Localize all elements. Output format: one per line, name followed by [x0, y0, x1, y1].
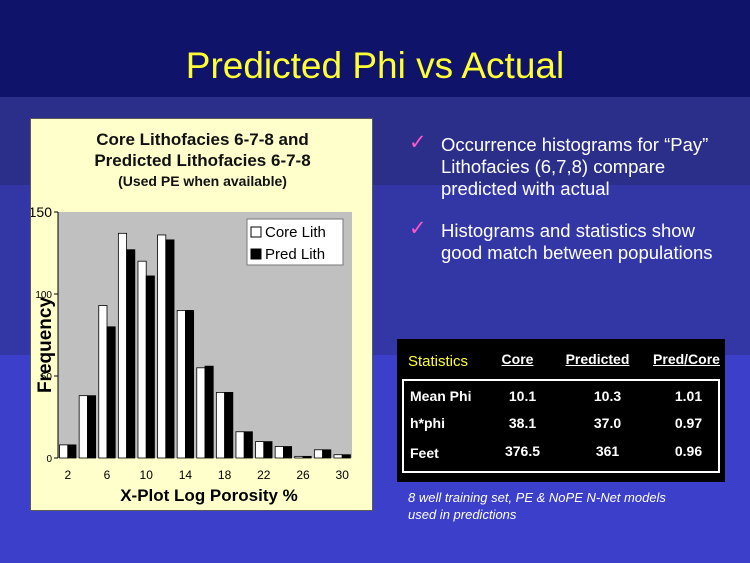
cell-predicted: 37.0: [593, 415, 622, 431]
bg-band-top: [0, 0, 750, 97]
bar-core-lith: [294, 455, 304, 459]
bar-core-lith: [215, 391, 225, 459]
column-header-ratio: Pred/Core: [653, 351, 720, 367]
bullet-item: ✓ Histograms and statistics show good ma…: [405, 217, 735, 264]
cell-ratio: 0.96: [674, 443, 703, 459]
cell-predicted: 361: [595, 443, 620, 459]
legend-label: Core Lith: [265, 224, 326, 241]
bar-core-lith: [176, 309, 186, 459]
bar-core-lith: [196, 367, 206, 459]
bar-pred-lith: [184, 309, 195, 459]
cell-predicted: 10.3: [593, 388, 622, 404]
y-tick-label: 100: [35, 290, 52, 301]
bar-pred-lith: [106, 326, 116, 459]
x-tick-label: 30: [336, 468, 350, 482]
bar-pred-lith: [282, 446, 293, 459]
bar-pred-lith: [341, 454, 351, 459]
bar-pred-lith: [145, 275, 155, 459]
bar-pred-lith: [302, 455, 312, 459]
bar-core-lith: [59, 444, 69, 459]
y-axis-label: Frequency: [35, 297, 56, 394]
x-tick-label: 6: [104, 468, 111, 482]
footnote: 8 well training set, PE & NoPE N-Net mod…: [408, 490, 666, 522]
check-icon: ✓: [409, 217, 427, 240]
row-label-feet: Feet: [410, 445, 439, 461]
row-label-mean-phi: Mean Phi: [410, 388, 472, 404]
chart-panel: Core Lithofacies 6-7-8 and Predicted Lit…: [30, 118, 373, 511]
cell-ratio: 0.97: [674, 415, 703, 431]
x-tick-label: 18: [218, 468, 232, 482]
bar-core-lith: [98, 305, 108, 459]
bar-pred-lith: [204, 365, 214, 459]
bar-core-lith: [255, 441, 265, 459]
bar-core-lith: [157, 234, 167, 459]
x-tick-label: 2: [64, 468, 71, 482]
x-tick-label: 22: [257, 468, 271, 482]
bar-core-lith: [137, 260, 147, 459]
cell-core: 376.5: [504, 443, 541, 459]
bar-core-lith: [117, 232, 127, 459]
bar-pred-lith: [224, 391, 234, 459]
column-header-core: Core: [501, 351, 534, 367]
cell-core: 38.1: [508, 415, 537, 431]
column-header-predicted: Predicted: [565, 351, 630, 367]
chart-title-line-1: Core Lithofacies 6-7-8 and: [96, 130, 309, 149]
bar-core-lith: [313, 449, 324, 459]
chart-title-line-2: Predicted Lithofacies 6-7-8: [94, 151, 311, 170]
statistics-table: Statistics Core Predicted Pred/Core Mean…: [397, 339, 725, 482]
legend-box: [246, 218, 344, 266]
bar-pred-lith: [263, 441, 273, 459]
x-tick-label: 26: [296, 468, 310, 482]
bullet-item: ✓ Occurrence histograms for “Pay” Lithof…: [405, 131, 735, 200]
chart-subtitle: (Used PE when available): [118, 173, 287, 189]
bar-core-lith: [78, 395, 88, 459]
x-tick-label: 10: [140, 468, 154, 482]
bar-pred-lith: [322, 449, 332, 459]
row-label-hphi: h*phi: [410, 415, 445, 431]
bar-core-lith: [235, 431, 245, 459]
legend-label: Pred Lith: [265, 246, 325, 263]
y-tick-label: 50: [41, 372, 53, 383]
x-tick-label: 14: [179, 468, 193, 482]
bar-core-lith: [274, 446, 284, 459]
bar-pred-lith: [165, 239, 175, 459]
x-axis-label: X-Plot Log Porosity %: [120, 486, 298, 505]
slide-title: Predicted Phi vs Actual: [185, 45, 565, 86]
cell-ratio: 1.01: [674, 388, 703, 404]
bar-pred-lith: [126, 249, 136, 459]
bar-pred-lith: [87, 395, 97, 459]
bar-pred-lith: [67, 444, 77, 459]
legend-swatch-pred-lith: [250, 248, 262, 260]
bar-pred-lith: [243, 431, 253, 459]
bullet-text: Histograms and statistics show good matc…: [441, 220, 713, 263]
statistics-label: Statistics: [408, 353, 469, 370]
y-tick-label: 150: [31, 204, 52, 220]
bullet-list: ✓ Occurrence histograms for “Pay” Lithof…: [405, 131, 735, 284]
y-tick-label: 0: [46, 454, 52, 465]
cell-core: 10.1: [508, 388, 537, 404]
bar-core-lith: [333, 454, 343, 459]
statistics-body: Mean Phi 10.1 10.3 1.01 h*phi 38.1 37.0 …: [402, 379, 720, 473]
check-icon: ✓: [409, 131, 427, 154]
bullet-text: Occurrence histograms for “Pay” Lithofac…: [441, 134, 709, 199]
legend-swatch-core-lith: [250, 226, 262, 238]
